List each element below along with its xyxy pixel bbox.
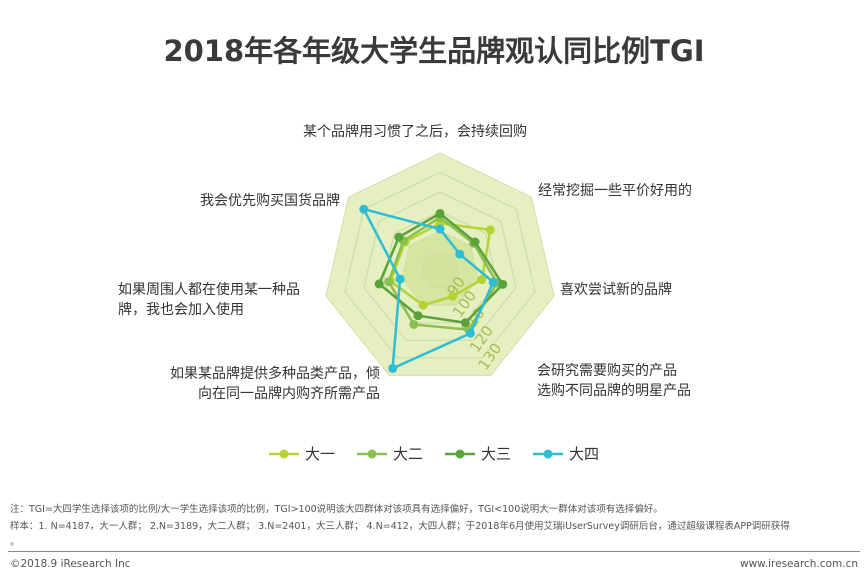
data-point xyxy=(384,277,394,287)
data-point xyxy=(477,275,487,285)
data-point xyxy=(374,279,384,289)
axis-label-line: 牌，我也会加入使用 xyxy=(118,302,244,318)
series-line-大三 xyxy=(377,211,505,325)
data-point xyxy=(470,237,480,247)
data-point xyxy=(498,279,508,289)
grid-ring xyxy=(344,171,536,359)
data-point xyxy=(435,208,445,218)
legend-marker xyxy=(533,449,564,458)
grid-ring xyxy=(420,249,460,289)
data-point xyxy=(418,300,428,310)
axis-label-line: 经常挖掘一些平价好用的 xyxy=(538,183,692,199)
legend-label: 大三 xyxy=(481,445,512,463)
data-point xyxy=(388,363,398,373)
axis-label: 如果某品牌提供多种品类产品，倾向在同一品牌内购齐所需产品 xyxy=(120,364,380,404)
series-line-大二 xyxy=(387,215,499,332)
legend-marker xyxy=(356,449,387,458)
axis-label: 某个品牌用习惯了之后，会持续回购 xyxy=(303,122,623,142)
sample-text-end: 。 xyxy=(10,537,20,548)
data-point xyxy=(485,225,495,235)
data-point xyxy=(488,277,498,287)
legend-item: 大三 xyxy=(445,443,511,464)
data-point xyxy=(359,204,369,214)
axis-label-line: 如果某品牌提供多种品类产品，倾 xyxy=(170,366,380,382)
axis-label-line: 某个品牌用习惯了之后，会持续回购 xyxy=(303,124,527,140)
axis-label: 会研究需要购买的产品 选购不同品牌的明星产品 xyxy=(537,361,757,401)
axis-label: 经常挖掘一些平价好用的 xyxy=(538,181,758,201)
series-line-大一 xyxy=(389,221,492,307)
axis-label-line: 喜欢尝试新的品牌 xyxy=(560,282,672,298)
data-point xyxy=(460,318,470,328)
data-point xyxy=(395,274,405,284)
axis-label-line: 我会优先购买国货品牌 xyxy=(200,193,340,209)
axis-label-line: 会研究需要购买的产品 xyxy=(537,363,677,379)
data-point xyxy=(409,319,419,329)
legend-label: 大一 xyxy=(304,445,335,463)
data-point xyxy=(465,328,475,338)
series-line-大四 xyxy=(361,207,495,371)
site-url: www.iresearch.com.cn xyxy=(739,558,858,570)
sample-text: 样本：1. N=4187，大一人群； 2.N=3189，大二人群； 3.N=24… xyxy=(10,521,790,532)
footer-divider xyxy=(8,551,860,552)
legend-item: 大四 xyxy=(533,443,599,464)
axis-label-line: 选购不同品牌的明星产品 xyxy=(537,383,691,399)
data-point xyxy=(448,291,458,301)
legend-item: 大一 xyxy=(268,443,335,464)
axis-label-line: 如果周围人都在使用某一种品 xyxy=(118,282,300,298)
axis-label: 喜欢尝试新的品牌 xyxy=(560,280,760,300)
axis-label: 我会优先购买国货品牌 xyxy=(150,191,340,211)
data-point xyxy=(413,311,423,321)
legend-marker xyxy=(268,449,299,458)
axis-label: 如果周围人都在使用某一种品 牌，我也会加入使用 xyxy=(118,280,358,320)
note-text: 注：TGI=大四学生选择该项的比例/大一学生选择该项的比例，TGI>100说明该… xyxy=(10,504,663,515)
data-point xyxy=(455,249,465,259)
axis-label-line: 向在同一品牌内购齐所需产品 xyxy=(198,386,380,402)
legend-item: 大二 xyxy=(356,443,423,464)
legend-label: 大四 xyxy=(569,445,600,463)
copyright: ©2018.9 iResearch Inc xyxy=(10,558,131,570)
legend-label: 大二 xyxy=(392,445,423,463)
data-point xyxy=(394,232,404,242)
legend: 大一 大二 大三 大四 xyxy=(0,443,868,464)
data-point xyxy=(435,224,445,234)
legend-marker xyxy=(445,449,475,458)
chart-title: 2018年各年级大学生品牌观认同比例TGI xyxy=(163,34,705,68)
